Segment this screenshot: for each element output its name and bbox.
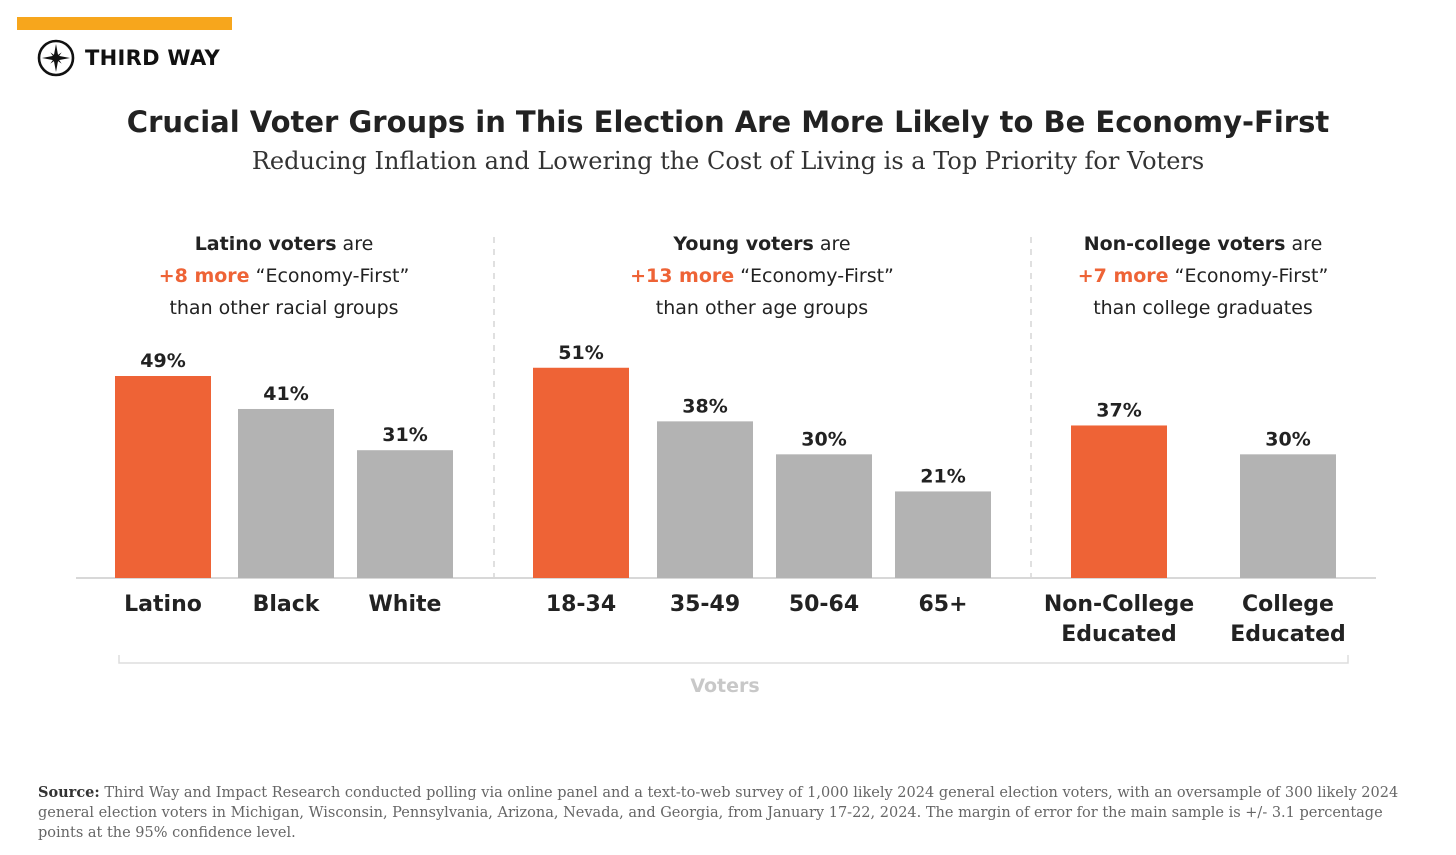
panel-heading-line-1: Non-college voters are bbox=[1053, 228, 1353, 260]
category-label: 65+ bbox=[918, 592, 967, 617]
panel-quote-text: “Economy-First” bbox=[249, 265, 410, 287]
panel-heading-line-1: Young voters are bbox=[612, 228, 912, 260]
panel-are-text: are bbox=[1285, 233, 1323, 255]
panel-heading-line-2: +7 more “Economy-First” bbox=[1053, 260, 1353, 292]
panel-group-label: Latino voters bbox=[194, 233, 337, 255]
panel-difference: +8 more bbox=[158, 265, 250, 287]
panel-heading-age: Young voters are +13 more “Economy-First… bbox=[612, 228, 912, 324]
category-label: Black bbox=[253, 592, 321, 617]
panel-comparison: than other racial groups bbox=[169, 297, 399, 319]
panel-heading-line-2: +8 more “Economy-First” bbox=[134, 260, 434, 292]
category-label: 18-34 bbox=[546, 592, 616, 617]
source-text: Third Way and Impact Research conducted … bbox=[38, 785, 1399, 841]
category-label: 35-49 bbox=[670, 592, 740, 617]
source-label: Source: bbox=[38, 784, 100, 801]
category-label: Educated bbox=[1061, 622, 1177, 647]
panel-group-label: Non-college voters bbox=[1083, 233, 1286, 255]
panel-are-text: are bbox=[813, 233, 851, 255]
third-way-logo: THIRD WAY bbox=[37, 39, 220, 77]
x-axis-title: Voters bbox=[690, 675, 759, 697]
data-label: 51% bbox=[558, 342, 603, 364]
category-label: 50-64 bbox=[789, 592, 859, 617]
panel-heading-line-1: Latino voters are bbox=[134, 228, 434, 260]
chart-title: Crucial Voter Groups in This Election Ar… bbox=[126, 105, 1330, 139]
bar bbox=[357, 450, 453, 578]
panel-quote-text: “Economy-First” bbox=[734, 265, 894, 287]
source-note: Source: Third Way and Impact Research co… bbox=[38, 783, 1423, 843]
data-label: 31% bbox=[382, 424, 427, 446]
category-label: College bbox=[1242, 592, 1334, 617]
compass-star-icon bbox=[37, 39, 75, 77]
chart-subtitle: Reducing Inflation and Lowering the Cost… bbox=[251, 147, 1205, 175]
bar bbox=[657, 421, 753, 578]
bar bbox=[895, 491, 991, 578]
brand-name: THIRD WAY bbox=[85, 46, 220, 70]
x-axis-bracket bbox=[118, 655, 1349, 664]
bar bbox=[776, 454, 872, 578]
data-label: 30% bbox=[801, 428, 846, 450]
bar bbox=[1071, 425, 1167, 578]
panel-comparison: than other age groups bbox=[655, 297, 869, 319]
data-label: 49% bbox=[140, 350, 185, 372]
data-label: 38% bbox=[682, 395, 727, 417]
brand-accent-bar bbox=[17, 17, 232, 30]
bar bbox=[1240, 454, 1336, 578]
panel-quote-text: “Economy-First” bbox=[1168, 265, 1329, 287]
panel-heading-education: Non-college voters are +7 more “Economy-… bbox=[1053, 228, 1353, 324]
category-label: White bbox=[369, 592, 442, 617]
bar bbox=[115, 376, 211, 578]
panel-difference: +7 more bbox=[1077, 265, 1169, 287]
data-label: 30% bbox=[1265, 428, 1310, 450]
bar-chart: 49% Latino 41% Black 31% White 51% 18-34 38% 35-4… bbox=[76, 237, 1376, 697]
panel-heading-race: Latino voters are +8 more “Economy-First… bbox=[134, 228, 434, 324]
bar bbox=[238, 408, 334, 578]
data-label: 41% bbox=[263, 383, 308, 405]
panel-are-text: are bbox=[336, 233, 374, 255]
data-label: 37% bbox=[1096, 399, 1141, 421]
category-label: Latino bbox=[124, 592, 202, 617]
data-label: 21% bbox=[920, 465, 965, 487]
bar bbox=[533, 367, 629, 578]
panel-difference: +13 more bbox=[630, 265, 735, 287]
category-label: Educated bbox=[1230, 622, 1346, 647]
panel-heading-line-2: +13 more “Economy-First” bbox=[612, 260, 912, 292]
panel-group-label: Young voters bbox=[673, 233, 814, 255]
category-label: Non-College bbox=[1044, 592, 1194, 617]
panel-comparison: than college graduates bbox=[1093, 297, 1313, 319]
